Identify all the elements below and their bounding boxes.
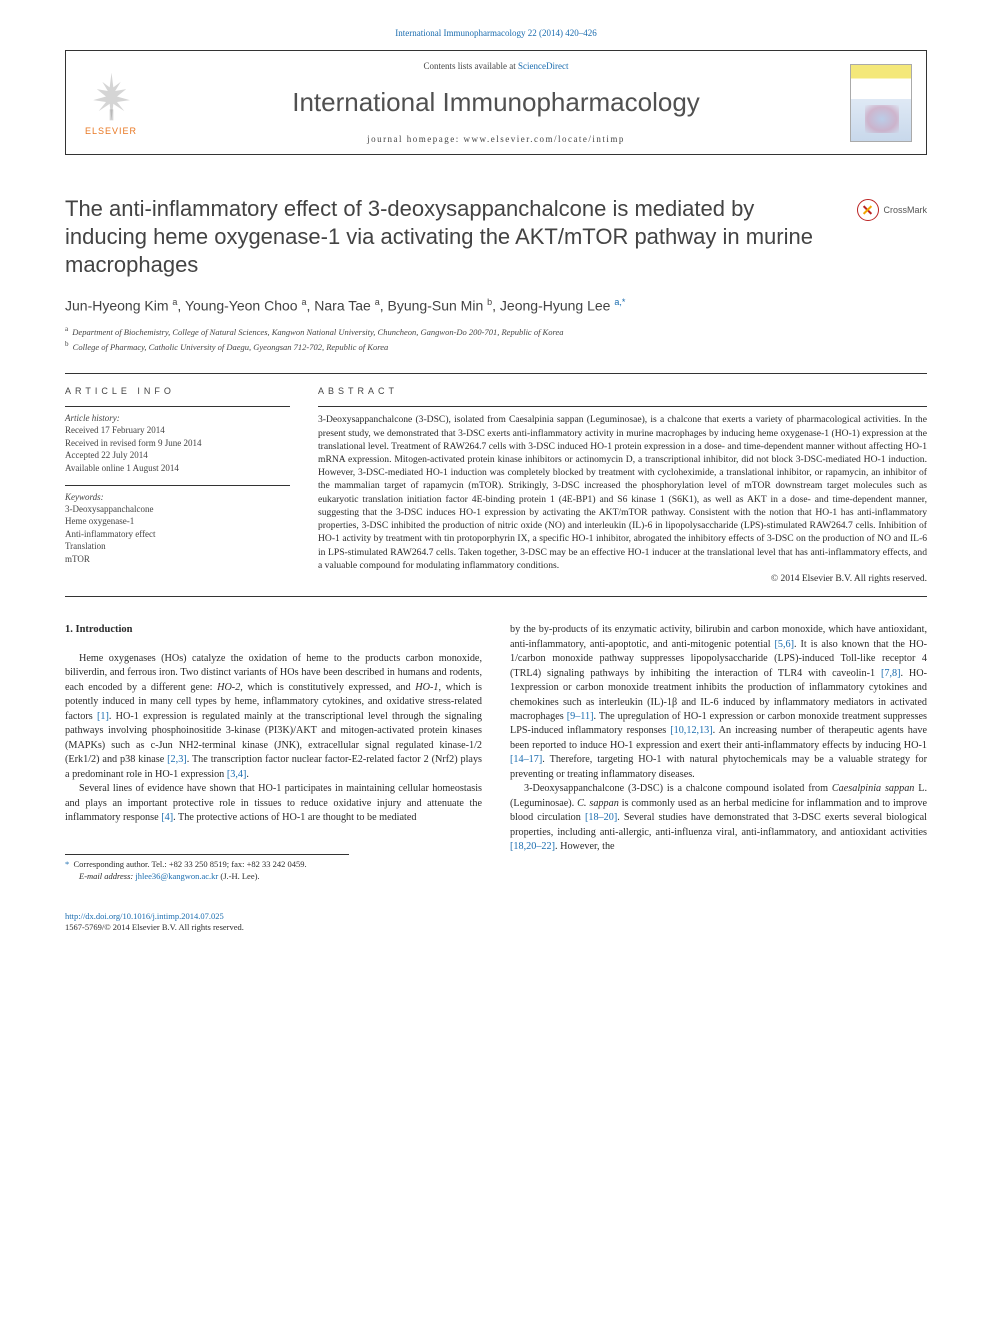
publisher-logo-block: ELSEVIER [80, 69, 142, 136]
history-label: Article history: [65, 413, 290, 423]
journal-homepage: journal homepage: www.elsevier.com/locat… [142, 134, 850, 144]
elsevier-tree-icon [84, 69, 139, 124]
doi-link[interactable]: http://dx.doi.org/10.1016/j.intimp.2014.… [65, 911, 224, 921]
ref-link[interactable]: [9–11] [567, 711, 594, 722]
article-title: The anti-inflammatory effect of 3-deoxys… [65, 195, 927, 279]
corr-name: (J.-H. Lee). [220, 871, 259, 881]
ref-link[interactable]: [1] [97, 711, 109, 722]
crossmark-icon [857, 199, 879, 221]
ref-link[interactable]: [14–17] [510, 754, 542, 765]
keywords-list: 3-Deoxysappanchalcone Heme oxygenase-1 A… [65, 503, 290, 566]
elsevier-label: ELSEVIER [85, 126, 137, 136]
cover-thumb-icon [850, 64, 912, 142]
intro-para: by the by-products of its enzymatic acti… [510, 623, 927, 782]
column-left: 1. Introduction Heme oxygenases (HOs) ca… [65, 623, 482, 883]
history-line: Available online 1 August 2014 [65, 462, 290, 475]
affiliations: a Department of Biochemistry, College of… [65, 324, 927, 353]
ref-link[interactable]: [4] [161, 812, 173, 823]
author: Jun-Hyeong Kim [65, 298, 169, 314]
intro-para: Several lines of evidence have shown tha… [65, 782, 482, 825]
journal-cover-thumb [850, 64, 912, 142]
author: Byung-Sun Min [388, 298, 484, 314]
homepage-label: journal homepage: [367, 134, 463, 144]
email-label: E-mail address: [79, 871, 133, 881]
keyword: Anti-inflammatory effect [65, 528, 290, 541]
ref-link[interactable]: [2,3] [167, 754, 187, 765]
keyword: Translation [65, 540, 290, 553]
journal-citation-header[interactable]: International Immunopharmacology 22 (201… [65, 28, 927, 38]
corr-star: * [65, 859, 69, 869]
contents-text: Contents lists available at [424, 61, 518, 71]
keyword: Heme oxygenase-1 [65, 515, 290, 528]
homepage-url[interactable]: www.elsevier.com/locate/intimp [464, 134, 625, 144]
author-aff: a [301, 297, 306, 307]
author-aff-corr[interactable]: a,* [614, 297, 625, 307]
abstract-heading: ABSTRACT [318, 386, 927, 396]
keywords-label: Keywords: [65, 492, 290, 502]
author: Jeong-Hyung Lee [500, 298, 611, 314]
authors-line: Jun-Hyeong Kim a, Young-Yeon Choo a, Nar… [65, 297, 927, 314]
corresponding-author-box: * Corresponding author. Tel.: +82 33 250… [65, 854, 349, 883]
body-columns: 1. Introduction Heme oxygenases (HOs) ca… [65, 623, 927, 883]
sciencedirect-link[interactable]: ScienceDirect [518, 61, 568, 71]
ref-link[interactable]: [10,12,13] [670, 725, 712, 736]
affiliation-a: Department of Biochemistry, College of N… [72, 327, 563, 337]
crossmark-label: CrossMark [883, 205, 927, 215]
history-line: Received 17 February 2014 [65, 424, 290, 437]
intro-heading: 1. Introduction [65, 623, 482, 638]
abstract-text: 3-Deoxysappanchalcone (3-DSC), isolated … [318, 406, 927, 572]
copyright: © 2014 Elsevier B.V. All rights reserved… [318, 574, 927, 584]
issn-copyright: 1567-5769/© 2014 Elsevier B.V. All right… [65, 922, 927, 934]
ref-link[interactable]: [7,8] [881, 668, 901, 679]
history-line: Accepted 22 July 2014 [65, 449, 290, 462]
journal-name: International Immunopharmacology [142, 87, 850, 118]
corr-contact: Corresponding author. Tel.: +82 33 250 8… [74, 859, 307, 869]
ref-link[interactable]: [18,20–22] [510, 841, 555, 852]
crossmark-badge[interactable]: CrossMark [857, 199, 927, 221]
contents-line: Contents lists available at ScienceDirec… [142, 61, 850, 71]
author: Nara Tae [314, 298, 371, 314]
corr-email[interactable]: jhlee36@kangwon.ac.kr [135, 871, 218, 881]
author: Young-Yeon Choo [185, 298, 298, 314]
author-aff: b [487, 297, 492, 307]
intro-para: Heme oxygenases (HOs) catalyze the oxida… [65, 652, 482, 782]
intro-para: 3-Deoxysappanchalcone (3-DSC) is a chalc… [510, 782, 927, 854]
history-lines: Received 17 February 2014 Received in re… [65, 424, 290, 474]
history-line: Received in revised form 9 June 2014 [65, 437, 290, 450]
keyword: mTOR [65, 553, 290, 566]
affiliation-b: College of Pharmacy, Catholic University… [73, 342, 389, 352]
article-info-heading: ARTICLE INFO [65, 386, 290, 396]
ref-link[interactable]: [5,6] [774, 639, 794, 650]
footer: http://dx.doi.org/10.1016/j.intimp.2014.… [65, 911, 927, 935]
keyword: 3-Deoxysappanchalcone [65, 503, 290, 516]
column-right: by the by-products of its enzymatic acti… [510, 623, 927, 883]
ref-link[interactable]: [18–20] [585, 812, 617, 823]
ref-link[interactable]: [3,4] [227, 769, 247, 780]
masthead: ELSEVIER Contents lists available at Sci… [65, 50, 927, 155]
author-aff: a [172, 297, 177, 307]
author-aff: a [375, 297, 380, 307]
